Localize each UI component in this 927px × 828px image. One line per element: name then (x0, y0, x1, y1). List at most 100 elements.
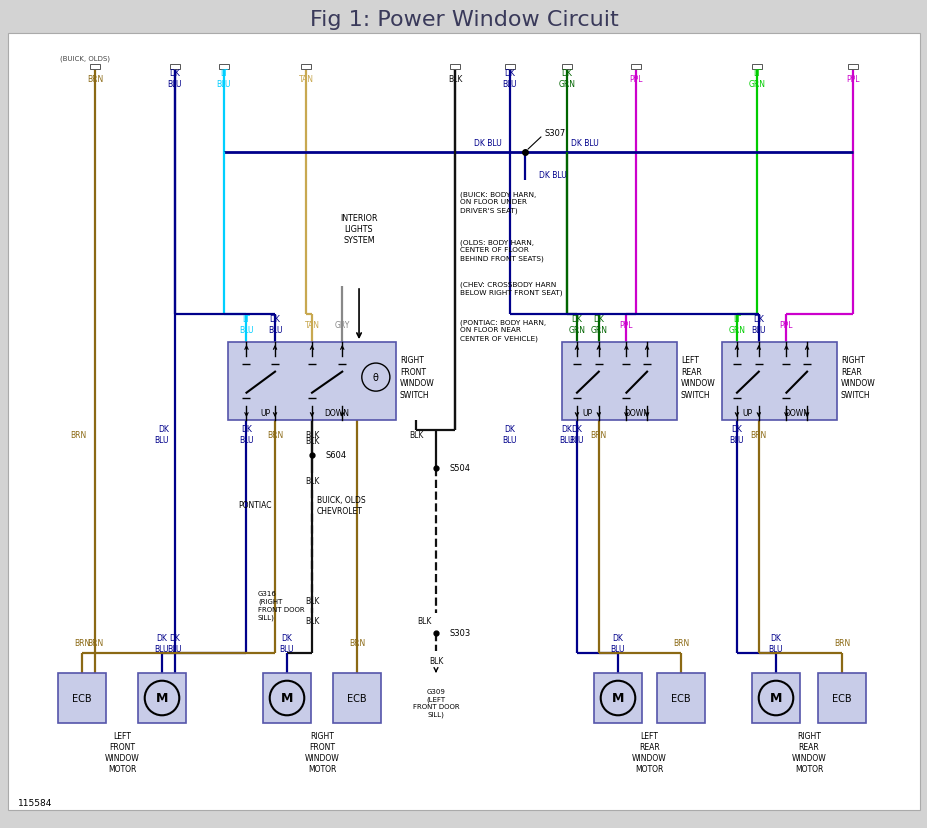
Text: M: M (611, 691, 624, 705)
Text: (PONTIAC: BODY HARN,
ON FLOOR NEAR
CENTER OF VEHICLE): (PONTIAC: BODY HARN, ON FLOOR NEAR CENTE… (460, 319, 545, 342)
Bar (90, 65, 100, 70)
Text: UP: UP (581, 408, 591, 417)
Text: LT
GRN: LT GRN (728, 315, 744, 335)
Text: DK
BLU: DK BLU (559, 425, 574, 445)
Text: ECB: ECB (670, 693, 690, 703)
Text: (BUICK: BODY HARN,
ON FLOOR UNDER
DRIVER'S SEAT): (BUICK: BODY HARN, ON FLOOR UNDER DRIVER… (460, 190, 536, 214)
Text: DK
BLU: DK BLU (168, 633, 182, 653)
Bar (333, 673, 381, 723)
Text: TAN: TAN (298, 75, 313, 84)
Text: DK
BLU: DK BLU (155, 633, 169, 653)
Text: BRN: BRN (672, 638, 689, 647)
Text: BLK: BLK (304, 437, 319, 446)
Text: BRN: BRN (267, 430, 283, 439)
Text: BRN: BRN (70, 430, 87, 439)
Bar (721, 343, 836, 421)
Text: DK BLU: DK BLU (474, 138, 502, 147)
Text: BRN: BRN (590, 430, 606, 439)
Bar (593, 673, 641, 723)
Bar (219, 65, 229, 70)
Text: DK
BLU: DK BLU (239, 425, 253, 445)
Text: BRN: BRN (74, 638, 90, 647)
Text: DK
BLU: DK BLU (729, 425, 743, 445)
Text: M: M (281, 691, 293, 705)
Bar (630, 65, 641, 70)
Text: S504: S504 (450, 464, 471, 473)
Bar (228, 343, 396, 421)
Text: DK
BLU: DK BLU (154, 425, 169, 445)
Text: DK
GRN: DK GRN (558, 69, 575, 89)
Text: M: M (769, 691, 781, 705)
Text: BUICK, OLDS
CHEVROLET: BUICK, OLDS CHEVROLET (317, 495, 365, 515)
Bar (138, 673, 185, 723)
Text: DK
BLU: DK BLU (279, 633, 294, 653)
Text: RIGHT
FRONT
WINDOW
SWITCH: RIGHT FRONT WINDOW SWITCH (400, 356, 434, 399)
Bar (656, 673, 705, 723)
Text: DK BLU: DK BLU (570, 138, 598, 147)
Bar (847, 65, 857, 70)
Text: UP: UP (260, 408, 270, 417)
Text: PPL: PPL (779, 320, 793, 329)
Text: (CHEV: CROSSBODY HARN
BELOW RIGHT FRONT SEAT): (CHEV: CROSSBODY HARN BELOW RIGHT FRONT … (460, 281, 562, 296)
Text: DK
GRN: DK GRN (590, 315, 606, 335)
Text: DK
BLU: DK BLU (268, 315, 282, 335)
Text: LEFT
REAR
WINDOW
MOTOR: LEFT REAR WINDOW MOTOR (631, 731, 667, 773)
Text: BRN: BRN (349, 638, 364, 647)
Text: BRN: BRN (833, 638, 849, 647)
Text: LT
BLU: LT BLU (217, 69, 231, 89)
Text: (OLDS: BODY HARN,
CENTER OF FLOOR
BEHIND FRONT SEATS): (OLDS: BODY HARN, CENTER OF FLOOR BEHIND… (460, 238, 543, 262)
Text: DK
BLU: DK BLU (610, 633, 625, 653)
Text: ECB: ECB (72, 693, 92, 703)
Bar (300, 65, 311, 70)
Text: BLK: BLK (304, 430, 319, 439)
Bar (57, 673, 106, 723)
Text: LEFT
FRONT
WINDOW
MOTOR: LEFT FRONT WINDOW MOTOR (105, 731, 139, 773)
Text: BLK: BLK (416, 617, 431, 626)
Text: 115584: 115584 (18, 798, 52, 807)
Bar (562, 65, 571, 70)
Bar (504, 65, 514, 70)
Text: BRN: BRN (87, 75, 103, 84)
Text: S604: S604 (325, 451, 347, 460)
Text: RIGHT
FRONT
WINDOW
MOTOR: RIGHT FRONT WINDOW MOTOR (304, 731, 339, 773)
Text: PPL: PPL (629, 75, 642, 84)
Text: ECB: ECB (832, 693, 851, 703)
Text: PONTIAC: PONTIAC (238, 501, 272, 510)
Text: DK
BLU: DK BLU (569, 425, 584, 445)
Text: Fig 1: Power Window Circuit: Fig 1: Power Window Circuit (310, 10, 617, 30)
Text: M: M (156, 691, 168, 705)
Text: GRY: GRY (335, 320, 349, 329)
Text: DK BLU: DK BLU (539, 171, 566, 180)
Text: DK
BLU: DK BLU (502, 425, 516, 445)
Bar (751, 673, 799, 723)
Text: DOWN: DOWN (624, 408, 649, 417)
Text: BRN: BRN (87, 638, 103, 647)
Text: G309
(LEFT
FRONT DOOR
SILL): G309 (LEFT FRONT DOOR SILL) (413, 688, 459, 718)
Text: RIGHT
REAR
WINDOW
MOTOR: RIGHT REAR WINDOW MOTOR (791, 731, 825, 773)
Text: BLK: BLK (304, 477, 319, 486)
Text: DK
BLU: DK BLU (502, 69, 516, 89)
Text: LEFT
REAR
WINDOW
SWITCH: LEFT REAR WINDOW SWITCH (680, 356, 715, 399)
Text: BRN: BRN (750, 430, 766, 439)
Text: θ: θ (373, 373, 378, 383)
Bar (817, 673, 865, 723)
Text: RIGHT
REAR
WINDOW
SWITCH: RIGHT REAR WINDOW SWITCH (840, 356, 875, 399)
Text: BLK: BLK (428, 657, 443, 666)
Text: DK
BLU: DK BLU (168, 69, 182, 89)
Bar (170, 65, 180, 70)
Text: S307: S307 (544, 128, 565, 137)
Text: DK
BLU: DK BLU (768, 633, 782, 653)
Bar (262, 673, 311, 723)
Text: DK
GRN: DK GRN (568, 315, 585, 335)
Text: ECB: ECB (347, 693, 366, 703)
Text: INTERIOR
LIGHTS
SYSTEM: INTERIOR LIGHTS SYSTEM (340, 214, 377, 245)
Text: BLK: BLK (448, 75, 462, 84)
Text: PPL: PPL (619, 320, 632, 329)
Bar (751, 65, 761, 70)
Text: BLK: BLK (409, 430, 423, 439)
Text: LT
GRN: LT GRN (748, 69, 765, 89)
Text: G316
(RIGHT
FRONT DOOR
SILL): G316 (RIGHT FRONT DOOR SILL) (258, 590, 304, 620)
Text: BLK: BLK (304, 597, 319, 606)
Text: LT
BLU: LT BLU (239, 315, 253, 335)
Text: UP: UP (742, 408, 752, 417)
